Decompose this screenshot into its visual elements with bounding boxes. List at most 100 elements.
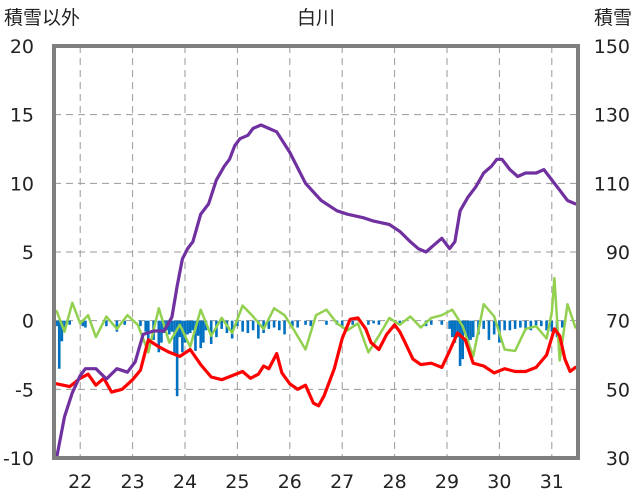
y-left-tick-label: 0 (22, 311, 34, 333)
precipitation-bar (183, 320, 187, 343)
precipitation-bar (178, 320, 182, 338)
snow-depth-line (54, 123, 578, 460)
precipitation-bar (170, 320, 174, 332)
precipitation-bar (175, 320, 179, 397)
precipitation-bar (291, 320, 294, 327)
precipitation-bar (278, 320, 281, 331)
y-right-tick-label: 50 (606, 379, 630, 401)
precipitation-bar (147, 320, 150, 342)
precipitation-bar (144, 320, 147, 332)
precipitation-bar (398, 320, 402, 325)
y-right-tick-label: 30 (606, 448, 630, 470)
precipitation-bar (251, 320, 255, 331)
precipitation-bar (464, 320, 467, 335)
precipitation-bar (57, 320, 61, 369)
precipitation-bar (55, 320, 58, 327)
precipitation-bar (448, 320, 451, 329)
y-right-tick-label: 110 (594, 173, 630, 195)
y-right-tick-label: 70 (606, 311, 630, 333)
precipitation-bar (461, 320, 465, 360)
precipitation-bar (367, 320, 370, 325)
precipitation-bar (202, 320, 205, 343)
precipitation-bar (267, 320, 271, 329)
precipitation-bar (186, 320, 189, 335)
y-left-tick-label: 15 (10, 105, 34, 127)
y-right-axis-label: 積雪 (594, 7, 632, 29)
precipitation-bar (513, 320, 517, 329)
precipitation-bar (257, 320, 260, 339)
precipitation-bar (377, 320, 381, 325)
precipitation-bar (304, 320, 307, 325)
precipitation-bar (466, 320, 470, 349)
precipitation-bar (372, 320, 375, 324)
temperature-line (54, 316, 578, 408)
precipitation-bar (296, 320, 299, 328)
sunshine-line (55, 276, 577, 362)
precipitation-bar (68, 320, 72, 325)
precipitation-bar (173, 320, 176, 355)
y-right-tick-label: 130 (594, 105, 630, 127)
precipitation-bar (123, 320, 127, 325)
precipitation-bar (534, 320, 538, 328)
precipitation-bar (191, 320, 195, 331)
series-lines (54, 123, 578, 460)
x-tick-label: 31 (540, 471, 564, 493)
x-tick-label: 24 (173, 471, 197, 493)
precipitation-bar (157, 320, 161, 353)
precipitation-bar (458, 320, 462, 366)
chart-title: 白川 (297, 7, 335, 29)
precipitation-bar (199, 320, 203, 349)
precipitation-bar (220, 320, 223, 329)
precipitation-bar (84, 320, 87, 328)
precipitation-bar (241, 320, 244, 332)
precipitation-bar (503, 320, 506, 331)
precipitation-bar (429, 320, 433, 325)
x-tick-label: 23 (121, 471, 145, 493)
precipitation-bar (492, 320, 496, 335)
precipitation-bar (545, 320, 548, 331)
x-tick-label: 25 (225, 471, 249, 493)
precipitation-bar (440, 320, 444, 325)
x-tick-label: 27 (330, 471, 354, 493)
precipitation-bar (60, 320, 64, 342)
precipitation-bar (529, 320, 533, 331)
x-tick-label: 26 (278, 471, 302, 493)
precipitation-bar (139, 320, 142, 327)
precipitation-bar (181, 320, 184, 353)
precipitation-bar (508, 320, 512, 331)
y-left-tick-label: 20 (10, 36, 34, 58)
precipitation-bar (309, 320, 313, 327)
precipitation-bar (456, 320, 459, 338)
precipitation-bar (115, 320, 119, 332)
precipitation-bar (453, 320, 457, 343)
precipitation-bar (524, 320, 527, 331)
precipitation-bar (340, 320, 344, 327)
precipitation-bar (167, 320, 171, 335)
precipitation-bar (487, 320, 491, 340)
y-left-tick-label: 5 (22, 242, 34, 264)
y-left-axis-label: 積雪以外 (4, 7, 80, 29)
precipitation-bar (63, 320, 66, 329)
precipitation-bar (482, 320, 485, 329)
y-left-tick-label: 10 (10, 173, 34, 195)
precipitation-bar (471, 320, 475, 338)
plot-frame (52, 44, 580, 460)
precipitation-bar (188, 320, 192, 334)
precipitation-bar (469, 320, 472, 340)
y-right-tick-label: 90 (606, 242, 630, 264)
precipitation-bar (236, 320, 239, 327)
y-left-tick-label: -10 (3, 448, 34, 470)
x-tick-label: 30 (487, 471, 511, 493)
precipitation-bar (450, 320, 454, 338)
precipitation-bar (81, 320, 85, 327)
precipitation-bar (540, 320, 543, 327)
precipitation-bar (194, 320, 197, 351)
precipitation-bar (325, 320, 328, 325)
x-tick-label: 28 (383, 471, 407, 493)
precipitation-bar (105, 320, 108, 327)
precipitation-bar (519, 320, 522, 328)
precipitation-bar (283, 320, 286, 335)
grid-layer (54, 45, 578, 459)
